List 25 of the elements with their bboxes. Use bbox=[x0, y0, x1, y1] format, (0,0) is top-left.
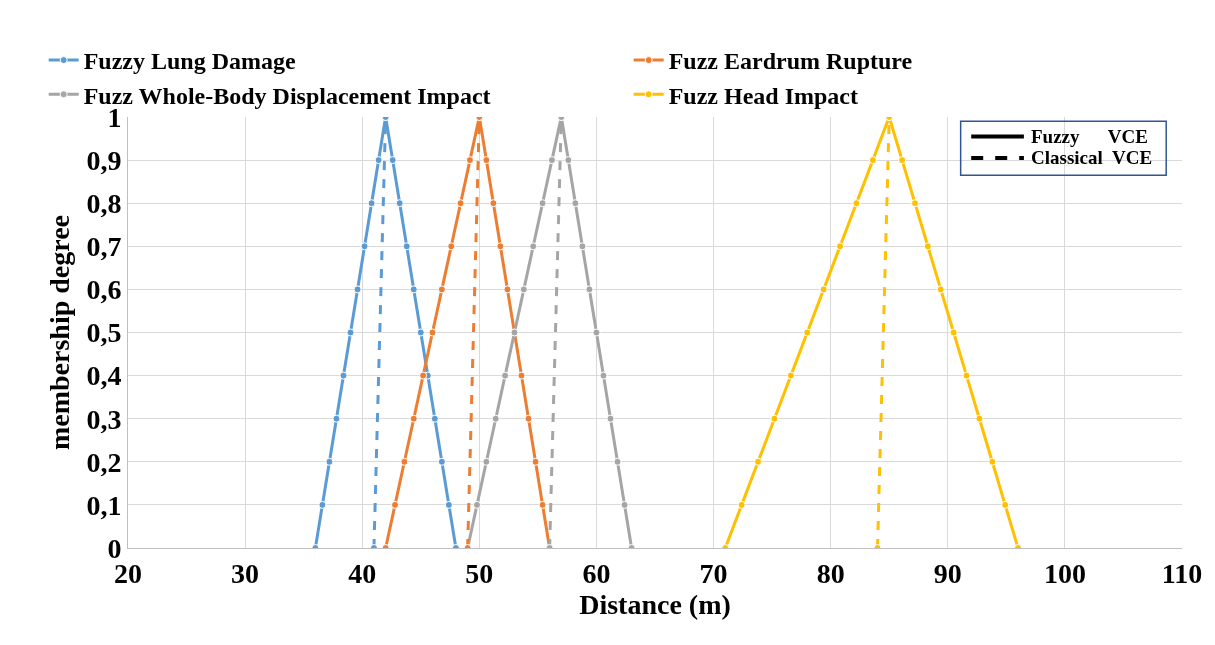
x-tick-label: 70 bbox=[699, 557, 728, 589]
y-tick-label: 0,6 bbox=[86, 274, 122, 306]
x-tick-label: 40 bbox=[348, 557, 377, 589]
annotation: Fuzzy VCE bbox=[1031, 126, 1148, 147]
legend-label: Fuzz Head Impact bbox=[668, 82, 858, 109]
y-tick-label: 0,9 bbox=[86, 144, 122, 176]
annotation: Classical VCE bbox=[1031, 147, 1153, 168]
y-tick-label: 0,4 bbox=[86, 360, 122, 392]
x-tick-label: 90 bbox=[933, 557, 962, 589]
legend-label: Fuzzy Lung Damage bbox=[83, 48, 297, 75]
y-tick-label: 0,3 bbox=[86, 403, 122, 435]
y-tick-label: 0,1 bbox=[86, 489, 122, 521]
legend-label: Fuzz Eardrum Rupture bbox=[668, 48, 913, 75]
x-tick-label: 50 bbox=[465, 557, 494, 589]
y-axis-title: membership degree bbox=[44, 214, 76, 451]
x-tick-label: 30 bbox=[231, 557, 260, 589]
x-tick-label: 80 bbox=[816, 557, 845, 589]
x-tick-label: 100 bbox=[1043, 557, 1086, 589]
y-tick-label: 0,2 bbox=[86, 446, 122, 478]
x-tick-label: 60 bbox=[582, 557, 611, 589]
y-tick-label: 0,7 bbox=[86, 231, 122, 263]
y-tick-label: 0,8 bbox=[86, 188, 122, 219]
x-axis-title: Distance (m) bbox=[579, 588, 731, 620]
y-tick-label: 0,5 bbox=[86, 317, 122, 349]
x-tick-label: 110 bbox=[1161, 557, 1203, 589]
